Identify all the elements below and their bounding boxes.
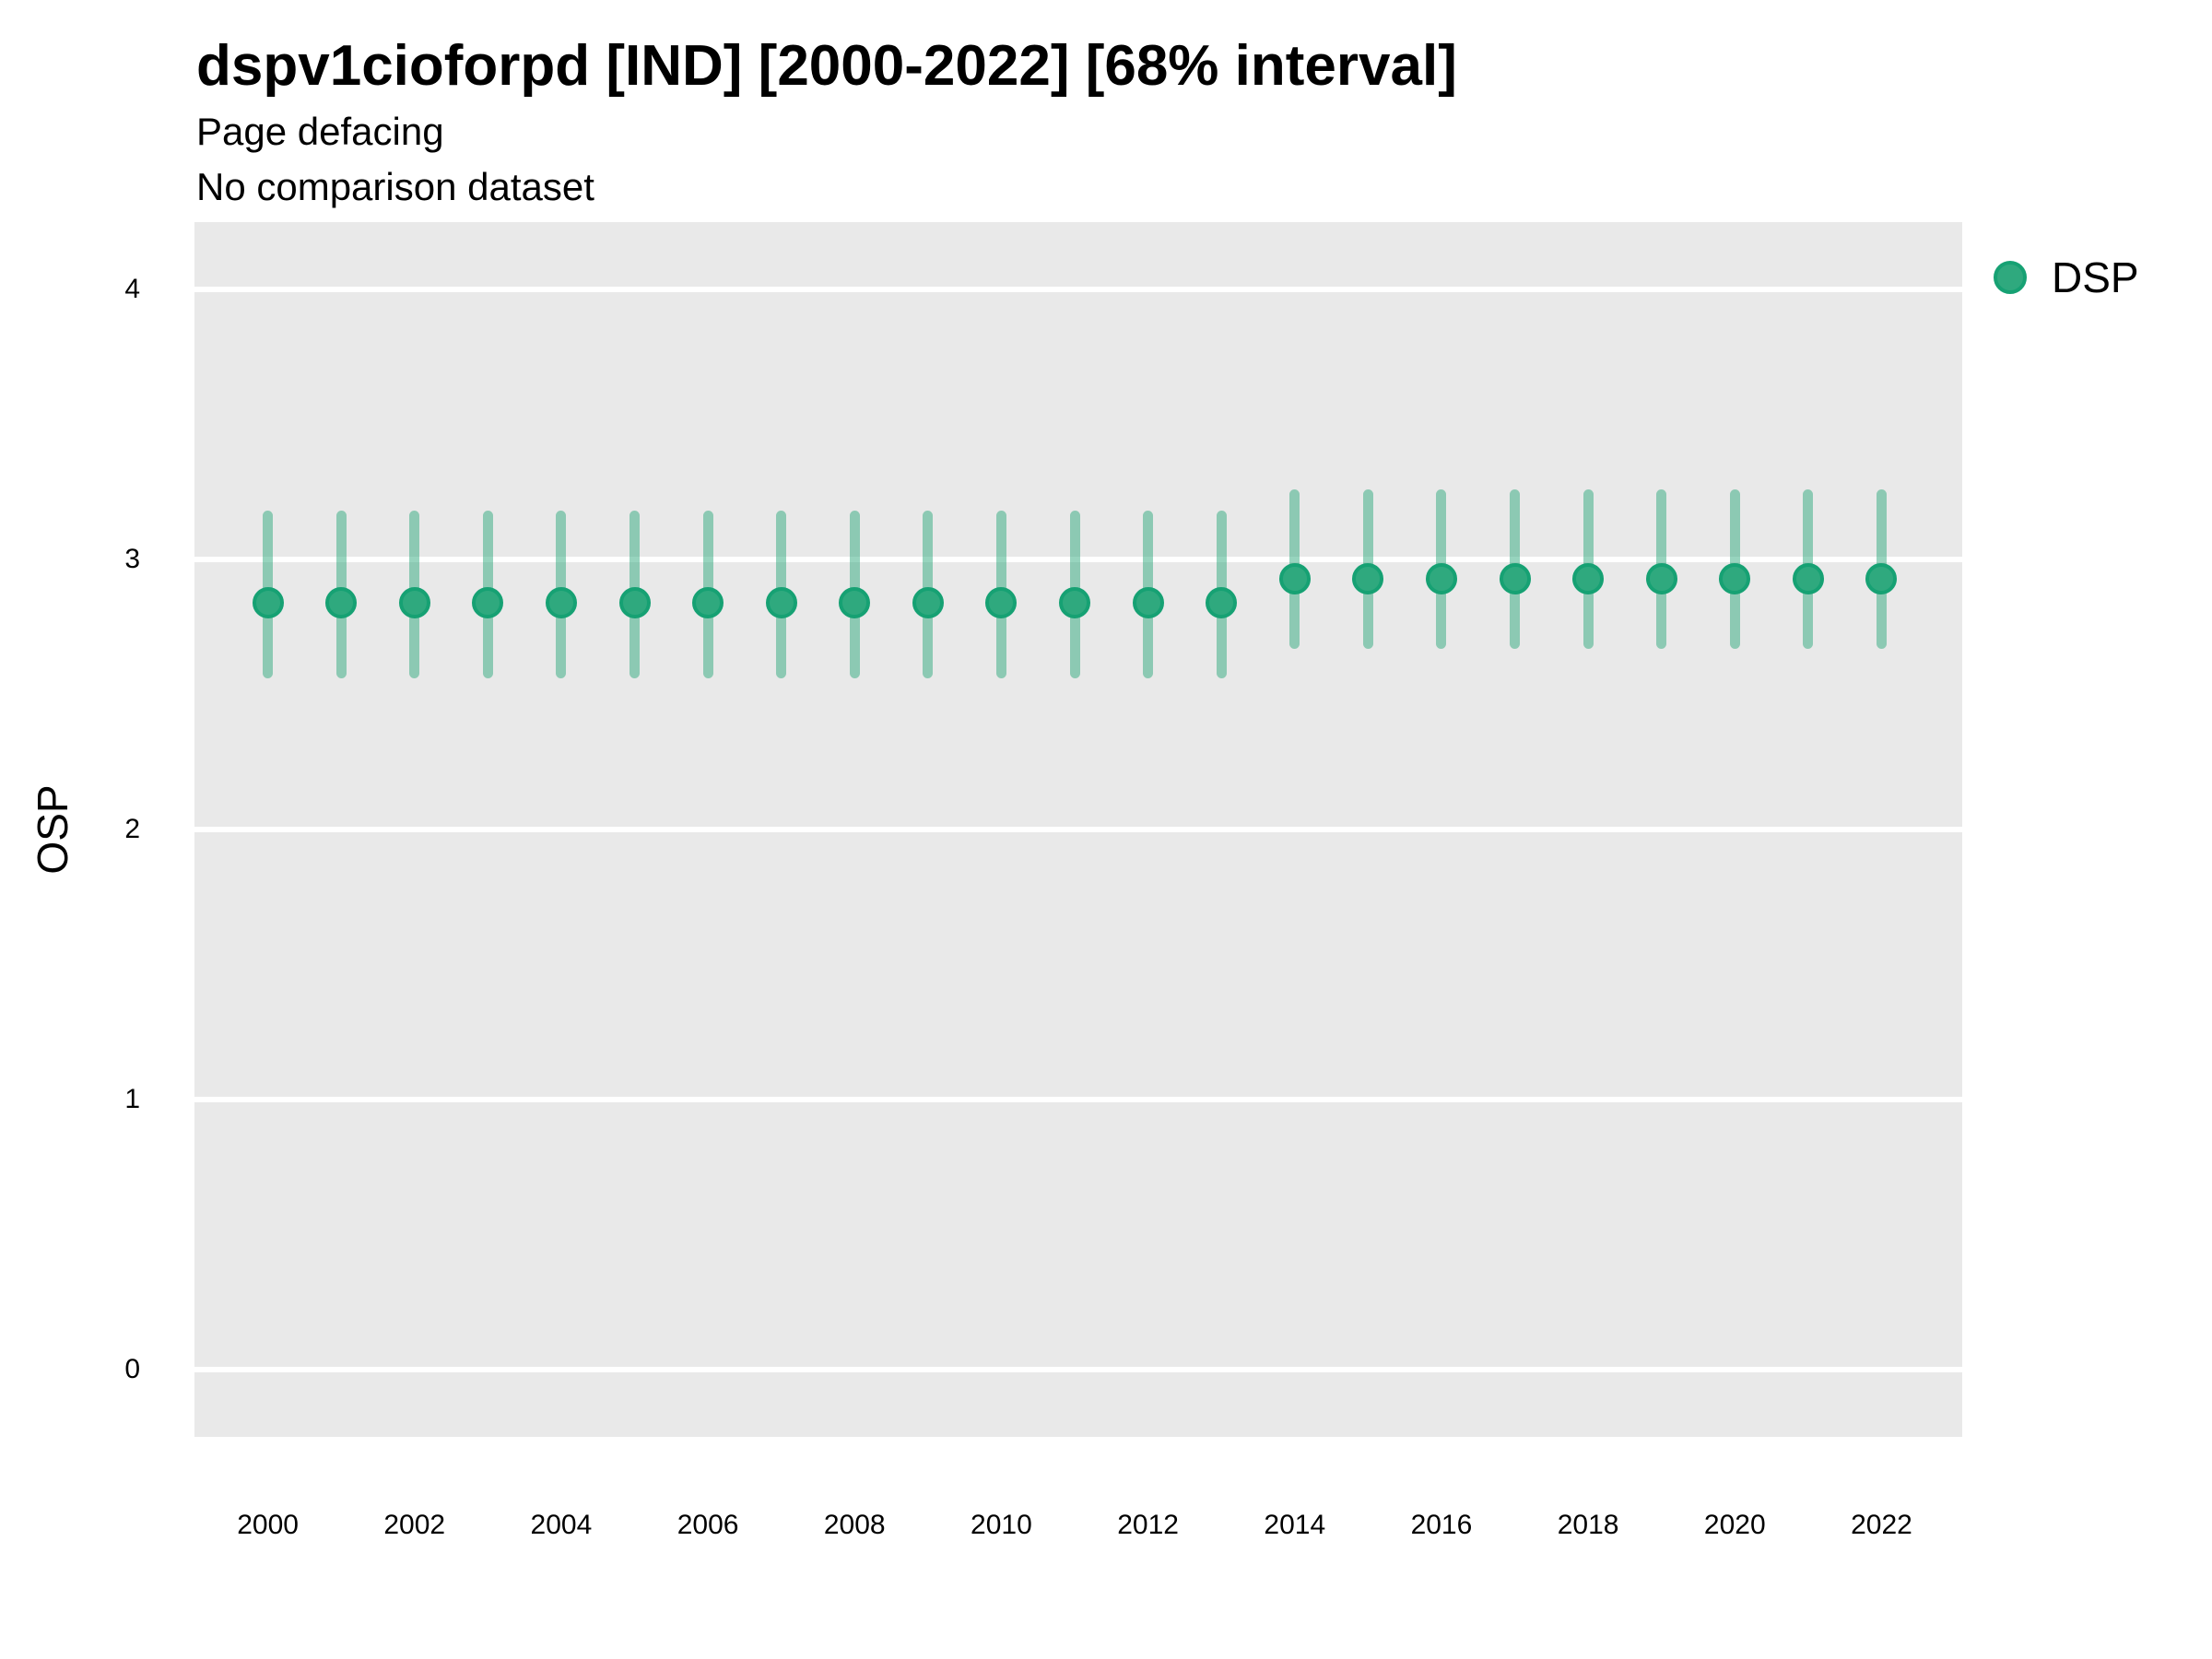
data-point-2008 [839, 586, 871, 618]
y-tick-label-2: 2 [124, 814, 140, 844]
chart-note: No comparison dataset [196, 165, 594, 208]
data-point-2020 [1719, 562, 1751, 594]
data-point-2011 [1059, 586, 1091, 618]
data-point-2016 [1425, 562, 1457, 594]
x-tick-label-2016: 2016 [1410, 1510, 1473, 1540]
plot-panel [194, 222, 1962, 1437]
data-point-2021 [1792, 562, 1824, 594]
x-tick-label-2014: 2014 [1264, 1510, 1326, 1540]
y-tick-label-3: 3 [124, 544, 140, 575]
data-point-2010 [985, 586, 1018, 618]
data-point-2013 [1206, 586, 1238, 618]
data-point-2003 [472, 586, 504, 618]
data-point-2014 [1278, 562, 1311, 594]
x-tick-label-2004: 2004 [530, 1510, 593, 1540]
y-tick-label-0: 0 [124, 1353, 140, 1384]
data-point-2009 [912, 586, 944, 618]
chart-subtitle: Page defacing [196, 110, 444, 153]
data-point-2022 [1865, 562, 1898, 594]
chart-title: dspv1cioforpd [IND] [2000-2022] [68% int… [196, 34, 1457, 98]
data-point-2012 [1132, 586, 1164, 618]
data-point-2015 [1352, 562, 1384, 594]
data-point-2002 [398, 586, 430, 618]
legend-label: DSP [2052, 253, 2139, 301]
data-point-2001 [325, 586, 358, 618]
data-point-2004 [545, 586, 577, 618]
x-tick-label-2018: 2018 [1557, 1510, 1619, 1540]
gridline-y-4 [194, 287, 1962, 293]
x-tick-label-2020: 2020 [1703, 1510, 1766, 1540]
legend-marker-circle-icon [1994, 261, 2027, 294]
x-tick-label-2022: 2022 [1851, 1510, 1912, 1540]
gridline-y-0 [194, 1366, 1962, 1372]
x-tick-label-2008: 2008 [823, 1510, 886, 1540]
x-tick-label-2002: 2002 [383, 1510, 446, 1540]
gridline-y-2 [194, 827, 1962, 832]
x-tick-label-2012: 2012 [1117, 1510, 1179, 1540]
y-tick-label-1: 1 [124, 1083, 140, 1114]
gridline-y-1 [194, 1096, 1962, 1102]
data-point-2005 [618, 586, 651, 618]
data-point-2019 [1645, 562, 1677, 594]
x-tick-label-2006: 2006 [677, 1510, 739, 1540]
data-point-2017 [1499, 562, 1531, 594]
data-point-2018 [1572, 562, 1605, 594]
y-tick-label-4: 4 [124, 274, 140, 305]
data-point-2000 [252, 586, 284, 618]
x-tick-label-2010: 2010 [971, 1510, 1032, 1540]
x-tick-label-2000: 2000 [237, 1510, 299, 1540]
data-point-2007 [765, 586, 797, 618]
data-point-2006 [692, 586, 724, 618]
